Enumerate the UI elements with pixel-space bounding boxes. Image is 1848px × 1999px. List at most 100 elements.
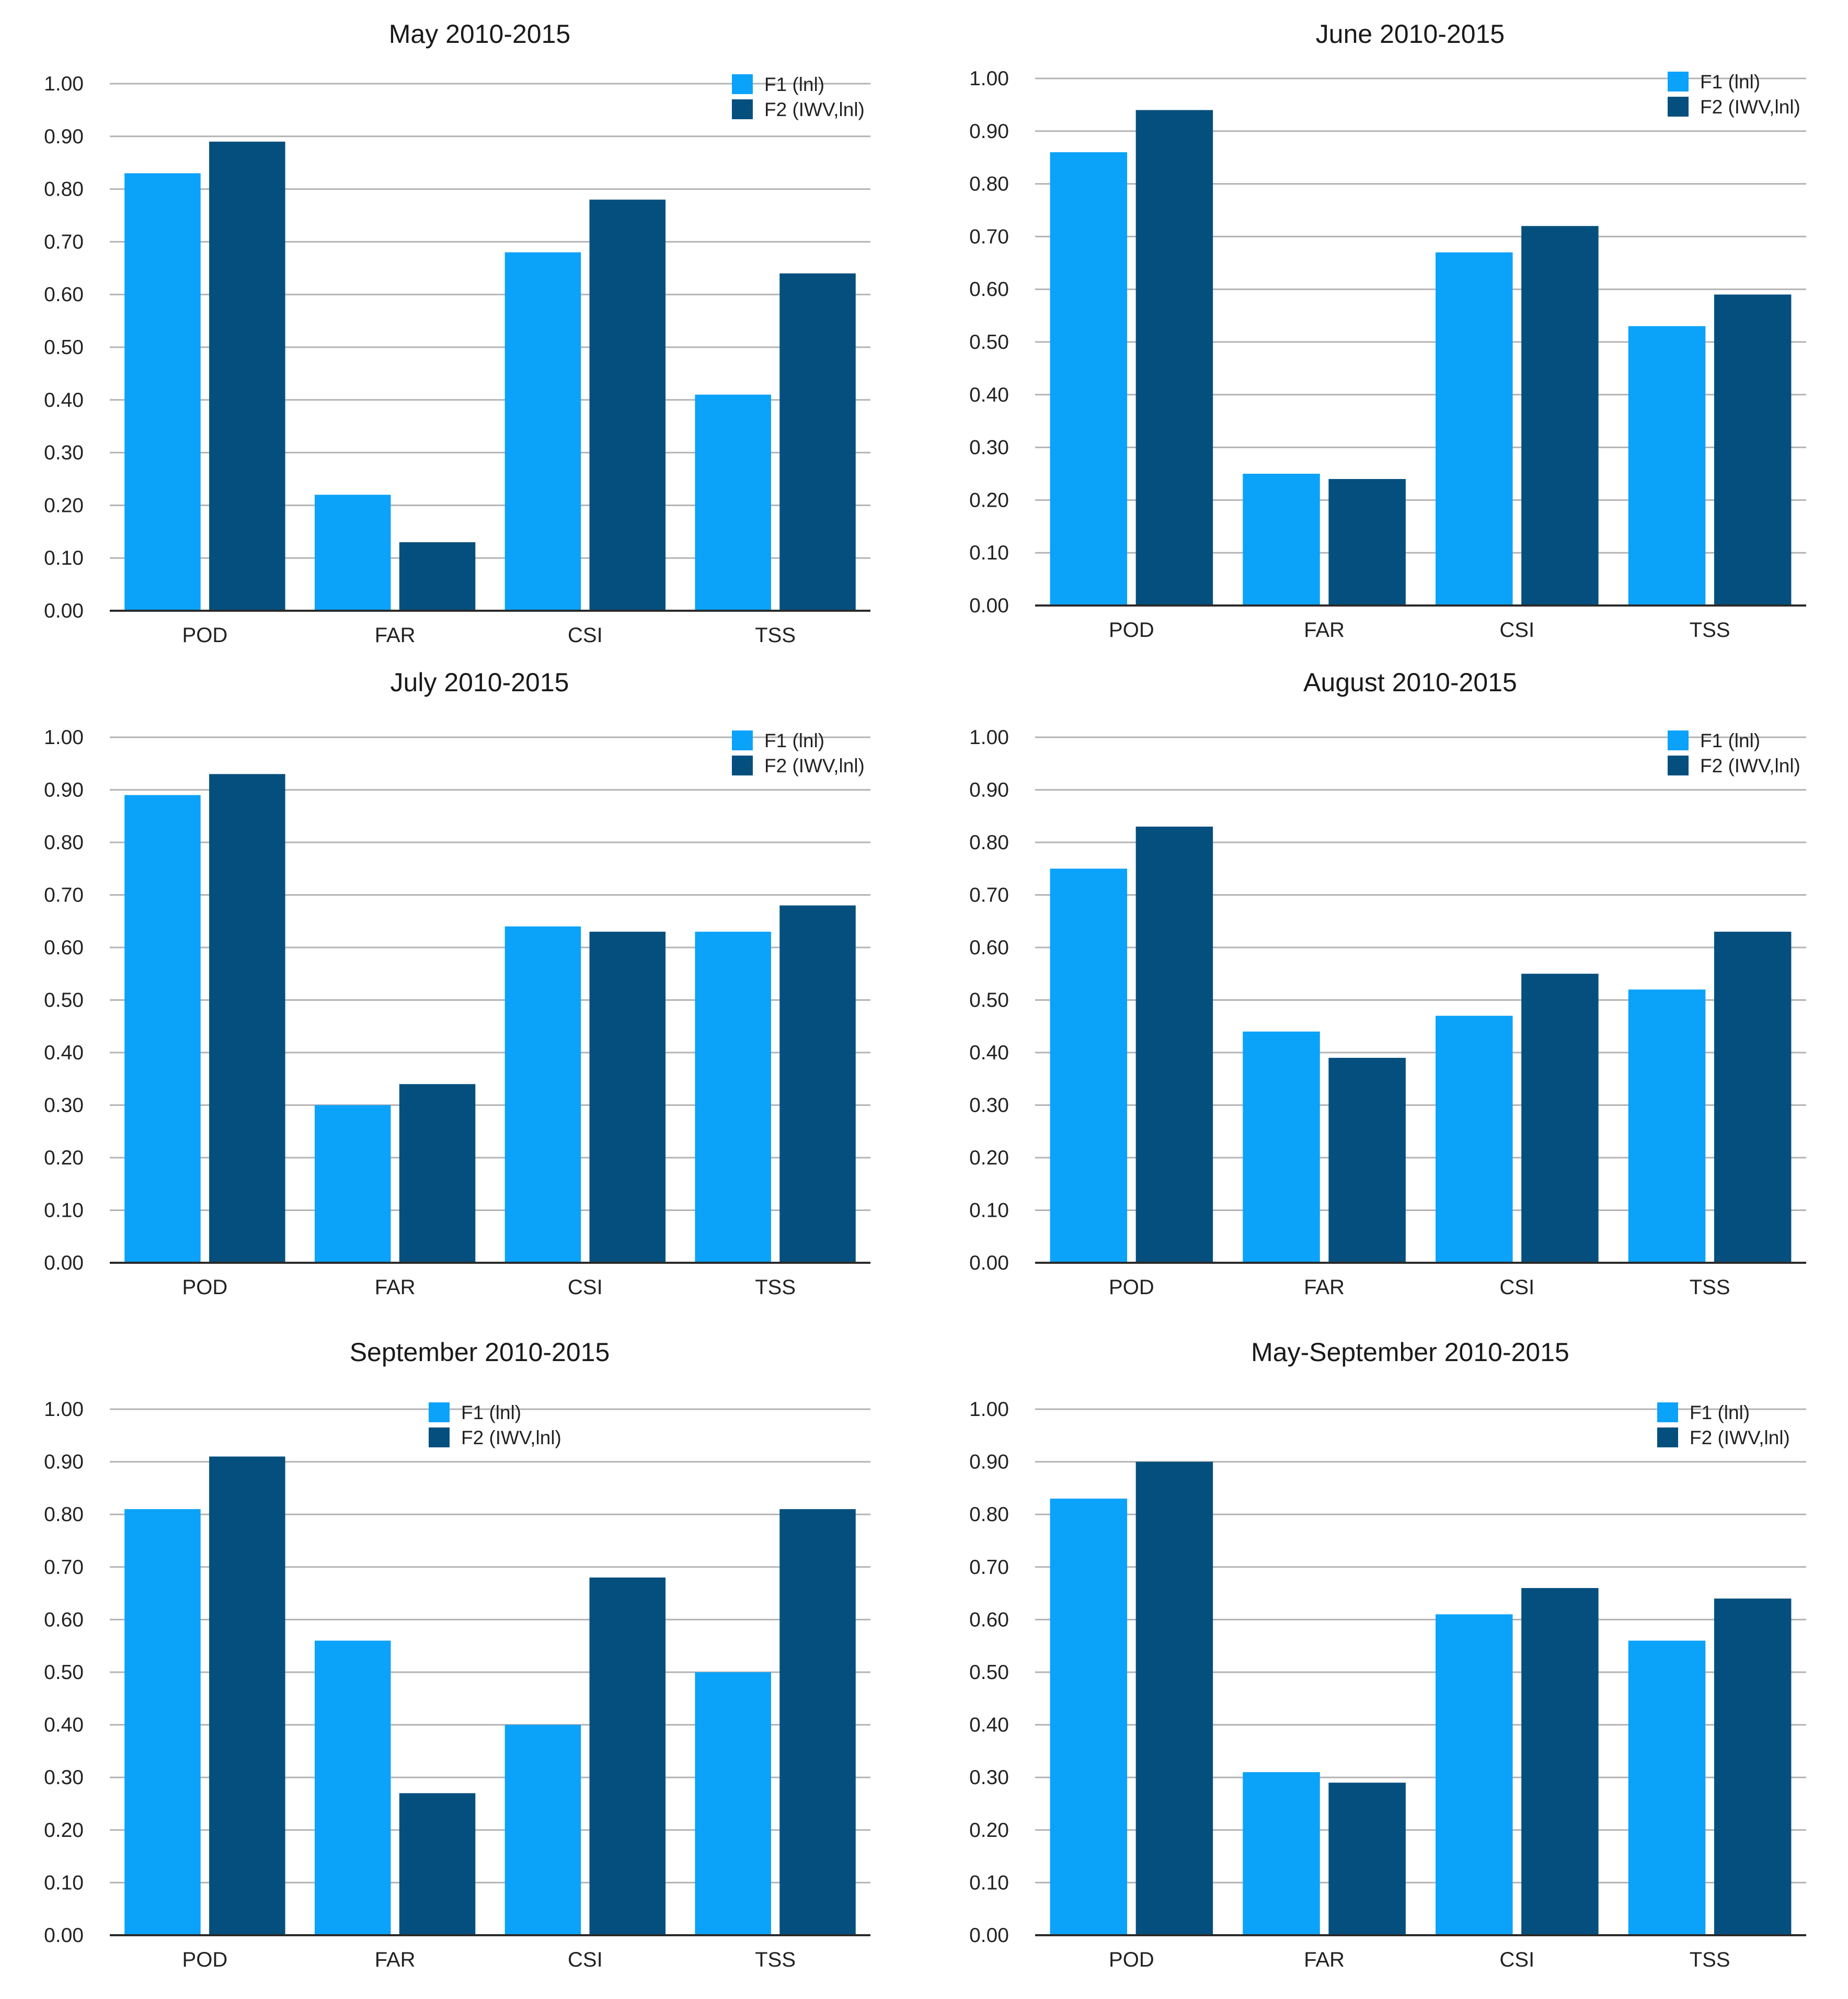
y-tick-label: 0.50 [969,989,1009,1012]
y-tick-label: 1.00 [44,1398,84,1421]
y-tick-label: 0.00 [44,1924,84,1947]
bar-f1-tss [695,394,771,611]
bar-f1-far [314,495,391,611]
legend-label-f2: F2 (IWV,lnl) [764,99,865,120]
bar-f2-far [399,1084,476,1263]
bar-f1-tss [695,931,771,1263]
x-category-label: POD [182,1276,228,1299]
y-tick-label: 0.80 [44,1503,84,1526]
bar-f2-pod [209,774,285,1263]
y-tick-label: 0.40 [969,1714,1009,1737]
y-tick-label: 0.10 [969,1200,1009,1222]
y-tick-label: 0.60 [969,936,1009,959]
bar-f1-pod [124,1509,201,1935]
y-tick-label: 0.20 [44,494,84,517]
y-tick-label: 0.70 [44,231,84,253]
bar-f2-csi [1521,1588,1599,1935]
y-tick-label: 0.30 [44,1094,84,1117]
x-category-label: FAR [375,1948,416,1971]
legend-swatch-f2 [1668,97,1689,117]
chart-title: May-September 2010-2015 [1251,1338,1569,1367]
x-category-label: TSS [755,1276,796,1299]
bar-f1-far [314,1640,391,1935]
y-tick-label: 0.90 [969,120,1009,143]
x-category-label: TSS [1690,619,1730,642]
y-tick-label: 1.00 [969,67,1009,90]
y-tick-label: 0.90 [969,1451,1009,1473]
bar-f2-tss [1714,931,1792,1263]
y-tick-label: 1.00 [44,73,84,95]
y-tick-label: 0.40 [969,1042,1009,1064]
legend-label-f1: F1 (lnl) [1700,71,1760,93]
bar-f1-tss [695,1672,771,1935]
x-category-label: TSS [1690,1948,1730,1971]
legend: F1 (lnl) F2 (IWV,lnl) [732,74,865,120]
x-category-label: FAR [1304,1276,1345,1299]
bar-f2-pod [1135,110,1213,606]
x-category-label: POD [1109,1948,1154,1971]
y-tick-label: 0.50 [44,989,84,1012]
bar-f2-tss [1714,1598,1792,1935]
x-category-label: FAR [1304,619,1345,642]
x-category-label: CSI [568,1276,603,1299]
y-tick-label: 0.00 [44,1252,84,1274]
y-tick-label: 0.10 [44,1200,84,1222]
x-category-label: FAR [1304,1948,1345,1971]
y-tick-label: 0.40 [44,389,84,412]
bar-f1-far [1243,474,1320,606]
legend-label-f1: F1 (lnl) [764,730,824,751]
chart-title: September 2010-2015 [350,1338,610,1367]
y-tick-label: 0.70 [969,225,1009,248]
x-category-label: CSI [1500,619,1535,642]
y-tick-label: 0.20 [44,1819,84,1842]
bar-f2-far [1328,1783,1406,1935]
y-tick-label: 0.90 [44,779,84,802]
y-tick-label: 0.10 [44,1871,84,1894]
y-tick-label: 0.60 [969,278,1009,301]
y-tick-label: 0.10 [969,542,1009,564]
bar-f2-tss [779,273,856,611]
legend: F1 (lnl) F2 (IWV,lnl) [1668,730,1800,776]
bar-f1-pod [124,795,201,1263]
legend-swatch-f1 [1668,72,1689,92]
legend-label-f1: F1 (lnl) [461,1402,521,1423]
y-tick-label: 0.60 [44,283,84,306]
y-tick-label: 0.80 [969,173,1009,196]
bar-f2-csi [1521,974,1599,1263]
legend-label-f2: F2 (IWV,lnl) [1700,96,1800,118]
bar-f2-far [399,542,476,611]
bar-f2-pod [1135,826,1213,1263]
y-tick-label: 0.50 [44,1661,84,1684]
y-tick-label: 0.70 [969,1556,1009,1579]
chart-svg: May-September 2010-2015 0.00 0.10 0.20 0.30 0… [969,1338,1806,1971]
bar-f1-far [1243,1772,1320,1935]
x-category-label: POD [1109,1276,1154,1299]
legend-label-f1: F1 (lnl) [764,74,824,95]
chart-panel-4: August 2010-2015 0.00 0.10 0.20 0.30 0.40 0.50… [925,659,1848,1302]
y-tick-label: 0.50 [44,336,84,359]
bar-f1-far [1243,1031,1320,1263]
x-category-label: TSS [755,624,796,647]
y-tick-label: 1.00 [969,1398,1009,1421]
bar-f1-tss [1628,1640,1706,1935]
y-tick-label: 0.50 [969,331,1009,353]
y-tick-label: 1.00 [969,726,1009,749]
legend-label-f1: F1 (lnl) [1700,730,1760,751]
y-tick-label: 0.60 [44,936,84,959]
legend-swatch-f2 [732,99,753,119]
chart-panel-6: May-September 2010-2015 0.00 0.10 0.20 0.30 0… [925,1331,1848,1999]
bar-f1-far [314,1105,391,1263]
y-tick-label: 0.70 [969,884,1009,907]
y-tick-label: 0.70 [44,1556,84,1579]
legend-label-f2: F2 (IWV,lnl) [1700,755,1800,776]
y-tick-label: 0.90 [969,779,1009,802]
legend-label-f2: F2 (IWV,lnl) [764,755,865,776]
bar-f2-pod [209,141,285,611]
x-category-label: CSI [568,1948,603,1971]
legend: F1 (lnl) F2 (IWV,lnl) [1657,1402,1790,1448]
chart-title: June 2010-2015 [1316,19,1505,49]
chart-title: August 2010-2015 [1303,668,1517,697]
chart-panel-2: June 2010-2015 0.00 0.10 0.20 0.30 0.40 0.50 0.… [925,0,1848,654]
x-category-label: TSS [755,1948,796,1971]
